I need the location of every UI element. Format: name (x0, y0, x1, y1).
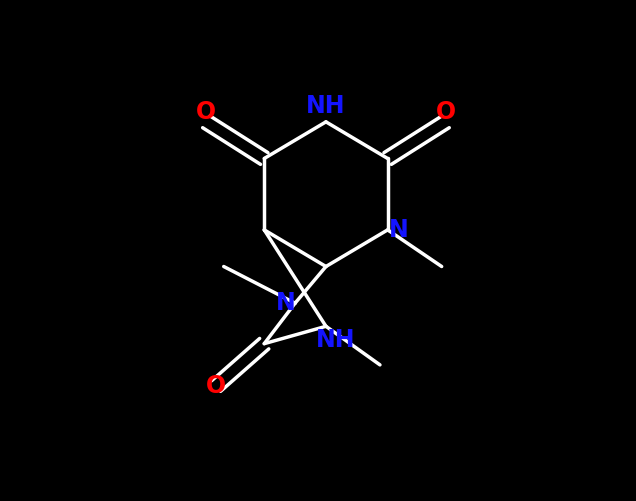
Text: O: O (436, 100, 455, 124)
Text: N: N (389, 218, 408, 242)
Text: N: N (275, 291, 295, 315)
Text: NH: NH (306, 94, 346, 118)
Text: O: O (206, 374, 226, 398)
Text: NH: NH (316, 328, 356, 352)
Text: O: O (197, 100, 216, 124)
